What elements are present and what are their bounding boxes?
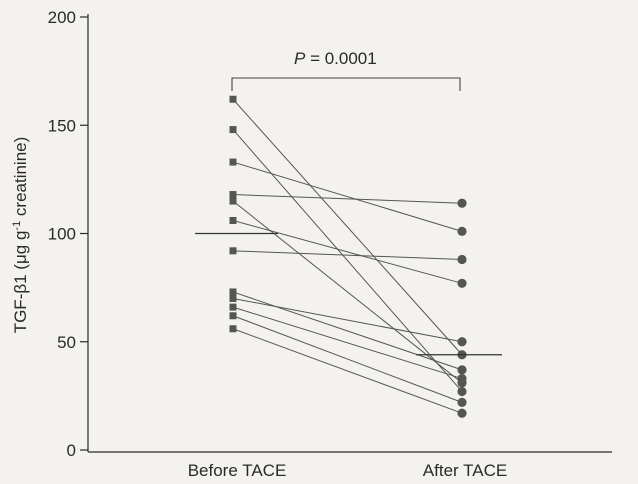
before-data-point: [229, 288, 237, 296]
after-data-point: [457, 373, 467, 384]
after-data-point: [457, 337, 467, 347]
after-data-point: [457, 254, 467, 265]
pair-connector-line: [232, 220, 463, 284]
median-lines: [195, 232, 502, 356]
after-data-point: [457, 226, 467, 236]
p-value-symbol: P: [294, 49, 306, 68]
pair-connector-line: [232, 250, 463, 260]
before-data-point: [229, 294, 237, 302]
y-tick-label: 50: [57, 333, 76, 352]
p-value-annotation: P = 0.0001: [294, 49, 377, 68]
after-points: [457, 198, 467, 418]
y-axis-label-main: TGF-β1 (μg g: [11, 231, 30, 334]
after-data-point: [457, 278, 467, 288]
before-data-point: [229, 312, 237, 320]
before-data-point: [229, 197, 237, 205]
y-tick-label: 0: [67, 441, 76, 460]
before-data-point: [229, 95, 237, 103]
pair-lines: [232, 98, 463, 414]
before-data-point: [229, 325, 237, 333]
before-data-point: [229, 191, 237, 199]
after-data-point: [457, 397, 467, 407]
before-points: [229, 95, 237, 333]
y-axis-label: TGF-β1 (μg g-1 creatinine): [11, 137, 30, 334]
significance-bracket: [231, 77, 461, 91]
pair-connector-line: [232, 328, 463, 414]
before-data-point: [229, 303, 237, 311]
y-axis-label-sup: -1: [11, 221, 23, 231]
pair-connector-line: [232, 297, 463, 343]
pair-connector-line: [232, 98, 463, 356]
y-tick-label: 200: [48, 8, 76, 27]
y-ticks: 0 50 100 150 200: [48, 8, 88, 460]
before-data-point: [229, 158, 237, 166]
pair-connector-line: [232, 306, 463, 380]
before-data-point: [229, 126, 237, 134]
p-value-text: = 0.0001: [305, 49, 376, 68]
after-data-point: [457, 198, 467, 208]
pair-connector-line: [232, 315, 463, 403]
y-axis-label-tail: creatinine): [11, 137, 30, 221]
x-category-label-after: After TACE: [423, 461, 507, 480]
y-tick-label: 100: [48, 225, 76, 244]
pair-connector-line: [232, 194, 463, 204]
pair-connector-line: [232, 291, 463, 371]
after-data-point: [457, 408, 467, 418]
y-tick-label: 150: [48, 116, 76, 135]
before-data-point: [229, 247, 237, 255]
pair-connector-line: [232, 161, 463, 232]
before-data-point: [229, 217, 237, 225]
after-data-point: [457, 365, 467, 375]
after-data-point: [457, 386, 467, 397]
x-category-label-before: Before TACE: [188, 461, 287, 480]
